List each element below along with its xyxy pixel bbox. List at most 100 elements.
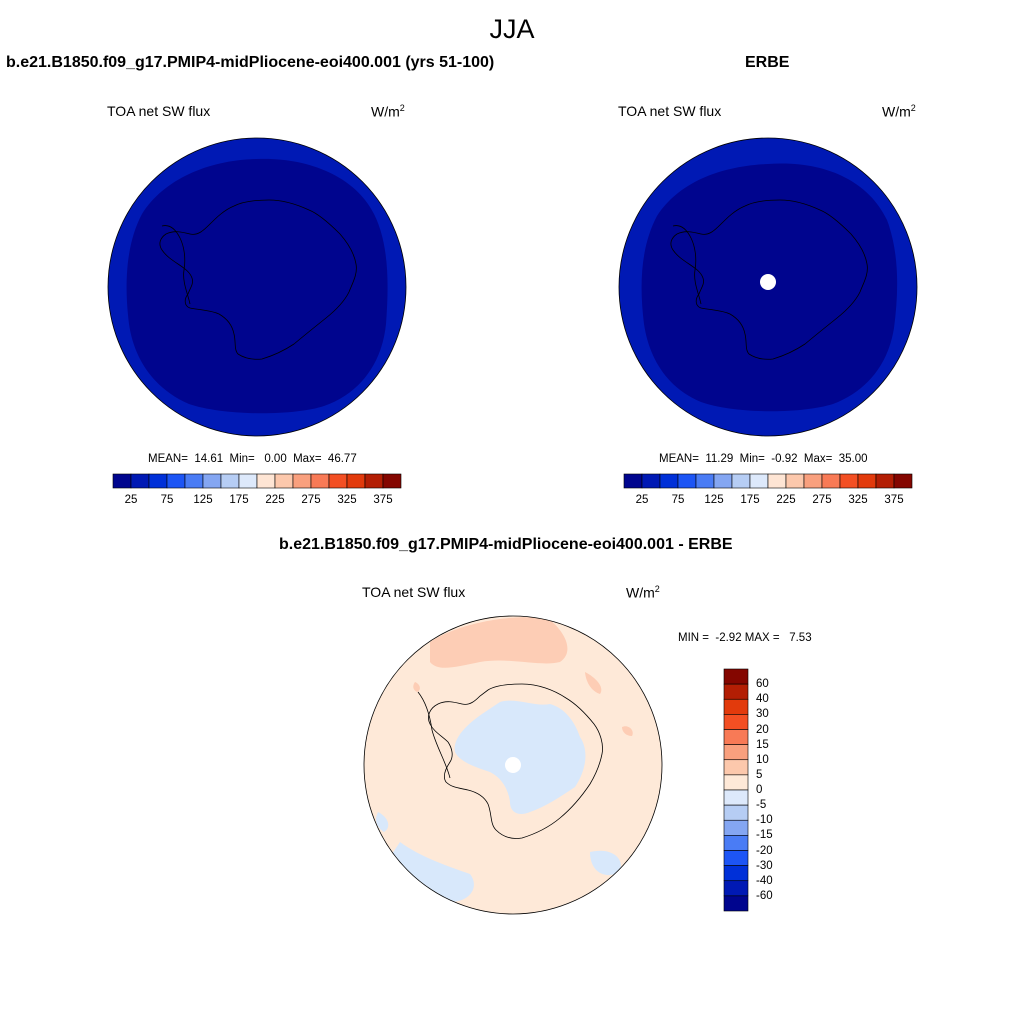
colorbar-tick-label: 30 bbox=[756, 708, 769, 721]
colorbar-tick-label: 5 bbox=[756, 768, 763, 781]
colorbar-swatch bbox=[723, 729, 749, 745]
obs-variable-label: TOA net SW flux bbox=[618, 103, 722, 119]
colorbar-swatch bbox=[893, 473, 913, 489]
colorbar-swatch bbox=[723, 759, 749, 776]
colorbar-swatch bbox=[364, 473, 384, 489]
diff-positive-patch bbox=[430, 617, 568, 668]
obs-units-label: W/m2 bbox=[882, 103, 916, 120]
model-case-title: b.e21.B1850.f09_g17.PMIP4-midPliocene-eo… bbox=[6, 54, 495, 71]
colorbar-tick-label: 25 bbox=[635, 494, 649, 506]
colorbar-swatch bbox=[256, 473, 276, 489]
colorbar-tick-label: 225 bbox=[265, 494, 285, 506]
diff-negative-patch bbox=[390, 842, 474, 902]
colorbar-tick-label: 10 bbox=[756, 753, 769, 766]
colorbar-tick-label: 375 bbox=[884, 494, 904, 506]
colorbar-swatch bbox=[310, 473, 330, 489]
colorbar-tick-label: 60 bbox=[756, 678, 769, 691]
colorbar-swatch bbox=[723, 850, 749, 866]
diff-polar-map bbox=[363, 615, 663, 915]
diff-negative-patch bbox=[454, 700, 586, 814]
obs-case-title: ERBE bbox=[745, 54, 790, 71]
colorbar-tick-label: -20 bbox=[756, 844, 773, 857]
colorbar-swatch bbox=[220, 473, 240, 489]
colorbar-tick-label: 40 bbox=[756, 693, 769, 706]
colorbar-swatch bbox=[723, 804, 749, 821]
colorbar-tick-label: 325 bbox=[337, 494, 357, 506]
colorbar-swatch bbox=[202, 473, 222, 489]
colorbar-tick-label: -30 bbox=[756, 859, 773, 872]
colorbar-tick-label: 275 bbox=[812, 494, 832, 506]
colorbar-tick-label: 75 bbox=[671, 494, 685, 506]
colorbar-swatch bbox=[767, 473, 787, 489]
diff-positive-patch bbox=[413, 682, 420, 692]
diff-map-border bbox=[363, 615, 663, 915]
colorbar-tick-label: 125 bbox=[193, 494, 213, 506]
colorbar-tick-label: -5 bbox=[756, 799, 767, 812]
colorbar-swatch bbox=[723, 835, 749, 851]
colorbar-swatch bbox=[112, 473, 132, 489]
diff-units-label: W/m2 bbox=[626, 584, 660, 601]
model-inner-field bbox=[126, 158, 388, 414]
colorbar-swatch bbox=[723, 789, 749, 806]
colorbar-swatch bbox=[723, 714, 749, 730]
diff-positive-patch bbox=[585, 672, 602, 694]
colorbar-swatch bbox=[749, 473, 769, 489]
diff-peninsula bbox=[417, 691, 451, 779]
colorbar-tick-label: -10 bbox=[756, 814, 773, 827]
diff-colorbar bbox=[723, 668, 749, 912]
colorbar-tick-label: 325 bbox=[848, 494, 868, 506]
colorbar-swatch bbox=[821, 473, 841, 489]
colorbar-tick-label: 20 bbox=[756, 723, 769, 736]
obs-polar-map bbox=[618, 137, 918, 437]
model-colorbar bbox=[112, 473, 402, 489]
diff-colorbar-labels: 60 40 30 20 15 10 5 0 -5 -10 -15 -20 -30 -40 -60 bbox=[756, 668, 816, 912]
colorbar-swatch bbox=[346, 473, 366, 489]
colorbar-swatch bbox=[713, 473, 733, 489]
colorbar-swatch bbox=[723, 698, 749, 715]
colorbar-swatch bbox=[875, 473, 895, 489]
diff-negative-patch bbox=[376, 812, 389, 832]
colorbar-swatch bbox=[677, 473, 697, 489]
diff-stats: MIN = -2.92 MAX = 7.53 bbox=[678, 632, 812, 644]
obs-coastline bbox=[670, 199, 868, 360]
model-stats: MEAN= 14.61 Min= 0.00 Max= 46.77 bbox=[148, 453, 357, 465]
colorbar-tick-label: 175 bbox=[740, 494, 760, 506]
model-units-label: W/m2 bbox=[371, 103, 405, 120]
colorbar-swatch bbox=[723, 774, 749, 791]
colorbar-swatch bbox=[184, 473, 204, 489]
colorbar-swatch bbox=[130, 473, 150, 489]
diff-coastline bbox=[428, 683, 603, 839]
colorbar-swatch bbox=[238, 473, 258, 489]
diff-negative-patch bbox=[590, 850, 621, 876]
colorbar-swatch bbox=[659, 473, 679, 489]
diff-case-title: b.e21.B1850.f09_g17.PMIP4-midPliocene-eo… bbox=[279, 536, 733, 553]
colorbar-tick-label: -60 bbox=[756, 889, 773, 902]
colorbar-swatch bbox=[292, 473, 312, 489]
figure-title: JJA bbox=[489, 14, 535, 44]
colorbar-swatch bbox=[723, 880, 749, 897]
colorbar-tick-label: 125 bbox=[704, 494, 724, 506]
obs-stats: MEAN= 11.29 Min= -0.92 Max= 35.00 bbox=[659, 453, 868, 465]
colorbar-swatch bbox=[723, 895, 749, 912]
colorbar-swatch bbox=[382, 473, 402, 489]
colorbar-tick-label: 375 bbox=[373, 494, 393, 506]
colorbar-swatch bbox=[723, 744, 749, 761]
colorbar-swatch bbox=[723, 683, 749, 700]
obs-peninsula bbox=[672, 225, 702, 305]
colorbar-swatch bbox=[723, 865, 749, 882]
colorbar-swatch bbox=[166, 473, 186, 489]
colorbar-swatch bbox=[148, 473, 168, 489]
model-colorbar-labels: 25 75 125 175 225 275 325 375 bbox=[112, 494, 402, 508]
model-coastline bbox=[159, 199, 357, 360]
colorbar-swatch bbox=[857, 473, 877, 489]
colorbar-swatch bbox=[623, 473, 643, 489]
colorbar-tick-label: 225 bbox=[776, 494, 796, 506]
colorbar-swatch bbox=[785, 473, 805, 489]
colorbar-swatch bbox=[731, 473, 751, 489]
colorbar-tick-label: 0 bbox=[756, 784, 763, 796]
colorbar-swatch bbox=[328, 473, 348, 489]
obs-colorbar bbox=[623, 473, 913, 489]
diff-variable-label: TOA net SW flux bbox=[362, 584, 466, 600]
colorbar-swatch bbox=[723, 819, 749, 836]
colorbar-tick-label: -15 bbox=[756, 829, 773, 842]
